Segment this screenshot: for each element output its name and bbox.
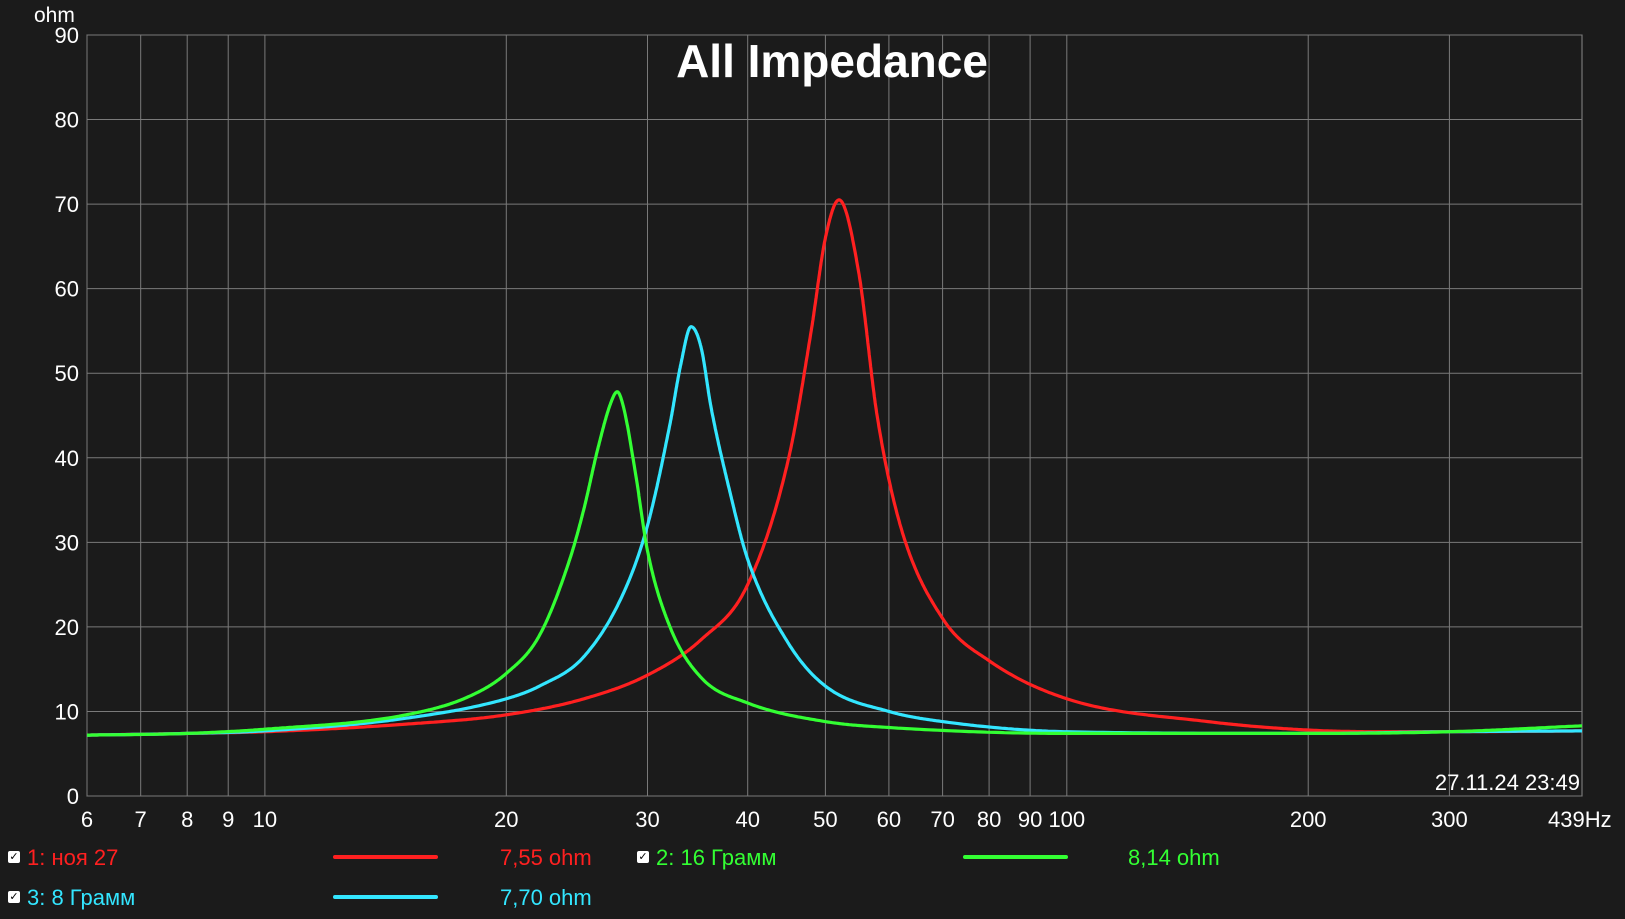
series-1-line (87, 198, 1582, 737)
y-tick-label: 50 (55, 361, 79, 386)
x-tick-label: 80 (977, 807, 1001, 832)
y-tick-label: 40 (55, 446, 79, 471)
series-3-checkbox[interactable]: ✓ (8, 890, 20, 903)
series-2-value: 8,14 ohm (1128, 845, 1220, 870)
x-tick-label: 7 (135, 807, 147, 832)
x-end-label: 439Hz (1548, 807, 1612, 832)
y-tick-label: 0 (67, 784, 79, 809)
series-1-swatch (333, 855, 438, 859)
x-tick-label: 10 (253, 807, 277, 832)
series-2-line (87, 390, 1583, 737)
series-2-swatch (963, 855, 1068, 859)
series-1-checkbox[interactable]: ✓ (8, 850, 20, 863)
y-tick-label: 20 (55, 615, 79, 640)
series-3-name: 3: 8 Грамм (27, 885, 136, 910)
plot-frame (86, 34, 1583, 797)
x-tick-label: 20 (494, 807, 518, 832)
y-tick-label: 30 (55, 530, 79, 555)
series-2-checkbox[interactable]: ✓ (637, 850, 649, 863)
y-tick-label: 70 (55, 192, 79, 217)
series-3-swatch (333, 895, 438, 899)
y-axis-label: ohm (34, 4, 75, 27)
impedance-chart: 0 10 20 30 40 50 60 70 80 90 6 7 8 9 10 20 30 40 50 60 70 80… (34, 4, 1612, 832)
x-tick-label: 90 (1018, 807, 1042, 832)
x-tick-label: 70 (930, 807, 954, 832)
x-tick-label: 40 (735, 807, 759, 832)
y-tick-labels: 0 10 20 30 40 50 60 70 80 90 (55, 23, 79, 809)
x-tick-label: 6 (81, 807, 93, 832)
timestamp: 27.11.24 23:49 (1435, 770, 1580, 795)
y-tick-label: 10 (55, 699, 79, 724)
grid (86, 34, 1583, 797)
x-tick-label: 60 (877, 807, 901, 832)
chart-title: All Impedance (676, 35, 988, 87)
legend: ✓ 1: ноя 27 7,55 ohm ✓ 2: 16 Грамм 8,14 … (0, 836, 1625, 919)
x-tick-label: 300 (1431, 807, 1468, 832)
y-tick-label: 80 (55, 108, 79, 133)
series-3-value: 7,70 ohm (500, 885, 592, 910)
series-2-name: 2: 16 Грамм (656, 845, 777, 870)
y-tick-label: 90 (55, 23, 79, 48)
x-tick-label: 8 (181, 807, 193, 832)
series-1-value: 7,55 ohm (500, 845, 592, 870)
series-3-line (87, 325, 1582, 737)
x-tick-label: 9 (222, 807, 234, 832)
x-tick-label: 100 (1048, 807, 1085, 832)
x-tick-label: 30 (635, 807, 659, 832)
x-tick-labels: 6 7 8 9 10 20 30 40 50 60 70 80 90 100 200 300 (81, 807, 1468, 832)
x-tick-label: 200 (1290, 807, 1327, 832)
y-tick-label: 60 (55, 277, 79, 302)
series-lines (87, 198, 1583, 737)
series-1-name: 1: ноя 27 (27, 845, 119, 870)
x-tick-label: 50 (813, 807, 837, 832)
